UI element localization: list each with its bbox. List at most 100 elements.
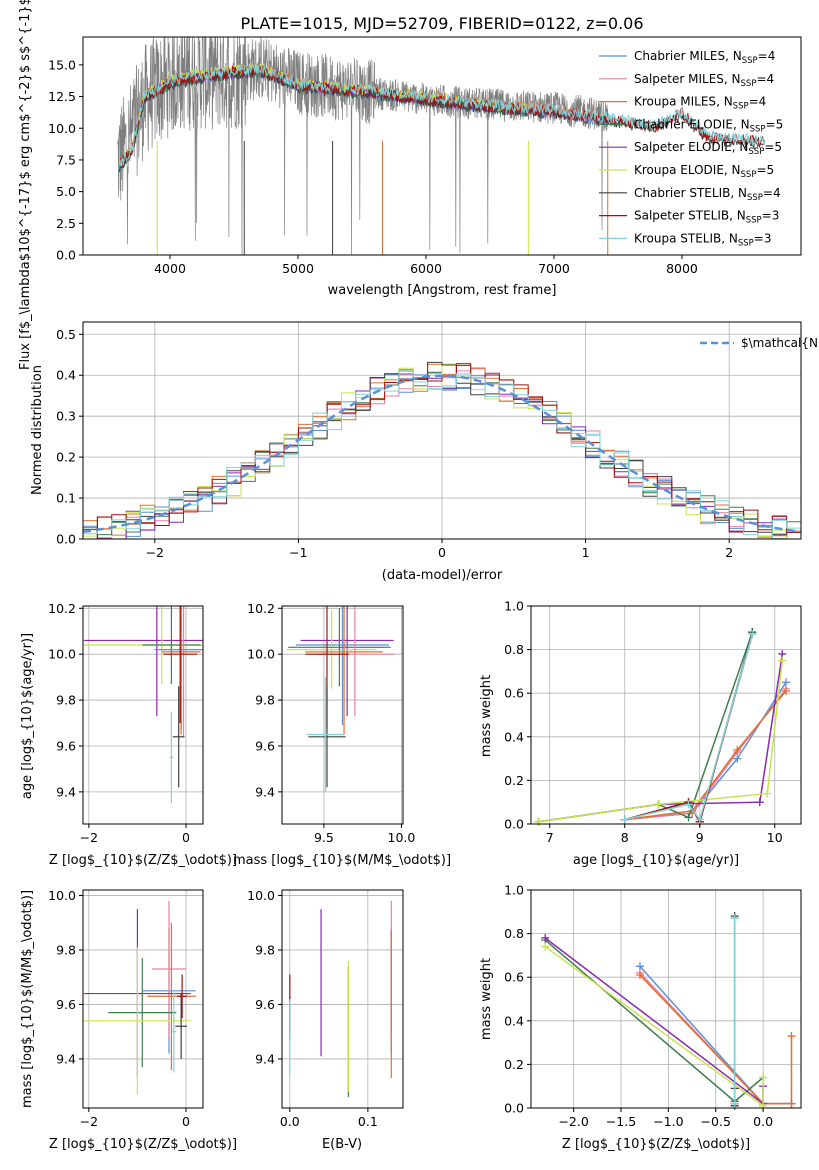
y-tick-label: 0.4 <box>504 729 524 744</box>
x-tick-label: 4000 <box>154 261 186 276</box>
z-mass-xlabel: Z [log$_{10}$(Z/Z$_\odot$)] <box>49 1137 237 1152</box>
mass-age-frame <box>281 605 404 825</box>
y-tick-label: 10.0 <box>247 647 275 662</box>
x-tick-label: 7 <box>546 830 554 845</box>
weight-marker <box>695 815 704 824</box>
errorbar-salpeter-miles <box>151 900 186 1038</box>
weight-marker <box>541 933 550 942</box>
y-tick-label: 1.0 <box>504 599 524 614</box>
weight-marker <box>684 813 693 822</box>
weight-marker <box>763 789 772 798</box>
spectrum-title: PLATE=1015, MJD=52709, FIBERID=0122, z=0… <box>240 14 643 33</box>
weight-line <box>639 974 793 1105</box>
legend-nssp-prefix: , N <box>733 117 750 131</box>
legend-model: Kroupa MILES <box>634 95 716 109</box>
legend-nssp-eq: = <box>763 186 773 200</box>
y-tick-label: 9.8 <box>56 942 76 957</box>
errorbar-kroupa-stelib <box>306 677 345 792</box>
weight-line <box>624 634 754 822</box>
errorbar-chabrier-stelib <box>172 686 185 788</box>
normal-legend-label: $\mathcal{N}(0,1)$ <box>741 336 819 350</box>
weight-line <box>538 660 784 823</box>
y-tick-label: 10.0 <box>48 888 76 903</box>
mass-age-xlabel: mass [log$_{10}$(M/M$_\odot$)] <box>233 853 451 868</box>
legend-model: Kroupa ELODIE <box>634 163 724 177</box>
errorbar-chabrier-stelib <box>308 686 346 788</box>
legend-model: Salpeter ELODIE <box>634 140 732 154</box>
legend-label-kroupa-stelib: Kroupa STELIB, NSSP=3 <box>634 231 772 248</box>
y-tick-label: 0.8 <box>504 926 524 941</box>
legend-nssp-sub: SSP <box>741 79 757 89</box>
y-tick-label: 5.0 <box>56 184 76 199</box>
y-tick-label: 9.8 <box>255 693 275 708</box>
weight-marker <box>748 630 757 639</box>
legend-label-chabrier-elodie: Chabrier ELODIE, NSSP=5 <box>634 117 783 134</box>
legend-nssp-eq: = <box>758 49 768 63</box>
x-tick-label: 0 <box>182 830 190 845</box>
legend-model: Salpeter MILES <box>634 72 724 86</box>
x-tick-label: 10 <box>767 830 783 845</box>
legend-label-salpeter-elodie: Salpeter ELODIE, NSSP=5 <box>634 140 782 157</box>
x-tick-label: 9.5 <box>314 830 334 845</box>
weight-marker <box>782 687 790 696</box>
legend-nssp-value: 3 <box>764 231 772 245</box>
legend-nssp-sub: SSP <box>746 216 762 226</box>
legend-nssp-sub: SSP <box>741 170 757 180</box>
weight-marker <box>541 942 550 951</box>
z-age-frame <box>82 605 204 825</box>
z-age-ylabel: age [log$_{10}$(age/yr)] <box>20 633 35 799</box>
legend-nssp-prefix: , N <box>725 49 742 63</box>
z-weight-frame <box>530 889 802 1109</box>
spectrum-ylabel: Flux [f$_\lambda$10$^{-17}$ erg cm$^{-2}… <box>18 0 33 370</box>
legend-nssp-eq: = <box>749 95 759 109</box>
x-tick-label: 8000 <box>666 261 698 276</box>
y-tick-label: 10.2 <box>247 601 275 616</box>
z-mass-frame <box>82 889 204 1109</box>
x-tick-label: 10.0 <box>388 830 416 845</box>
y-tick-label: 9.6 <box>56 997 76 1012</box>
y-tick-label: 9.8 <box>255 942 275 957</box>
y-tick-label: 2.5 <box>56 216 76 231</box>
z-weight-xlabel: Z [log$_{10}$(Z/Z$_\odot$)] <box>562 1137 750 1152</box>
x-tick-label: 0 <box>182 1114 190 1129</box>
y-tick-label: 0.2 <box>504 1057 524 1072</box>
errorbar-chabrier-elodie <box>108 958 177 1068</box>
age-weight-panel: 7 8 9 10 0.0 0.2 0.4 0.6 0.8 1.0 age [log$_{10}$(… <box>479 599 802 868</box>
y-tick-label: 9.4 <box>56 1051 76 1066</box>
errorbar-chabrier-elodie <box>142 606 201 685</box>
normal-curve <box>83 374 801 534</box>
legend-nssp-prefix: , N <box>732 140 749 154</box>
z-weight-panel: −2.0 −1.5 −1.0 −0.5 0.0 0.0 0.2 0.4 0.6 0.8 1.0 Z … <box>479 883 802 1152</box>
y-tick-label: 9.8 <box>56 693 76 708</box>
weight-marker <box>620 815 629 824</box>
x-tick-label: 6000 <box>410 261 442 276</box>
y-tick-label: 9.4 <box>255 1051 275 1066</box>
spectrum-lines <box>117 37 766 255</box>
legend-nssp-sub: SSP <box>750 124 766 134</box>
legend-nssp-prefix: , N <box>730 186 747 200</box>
x-tick-label: 2 <box>725 545 733 560</box>
x-tick-label: −1.5 <box>606 1114 636 1129</box>
x-tick-label: −2 <box>80 1114 98 1129</box>
histogram-ylabel: Normed distribution <box>30 365 45 495</box>
y-tick-label: 0.4 <box>56 368 76 383</box>
y-tick-label: 0.0 <box>56 532 76 547</box>
legend-label-kroupa-elodie: Kroupa ELODIE, NSSP=5 <box>634 163 774 180</box>
y-tick-label: 9.6 <box>255 997 275 1012</box>
legend-nssp-value: 4 <box>768 49 776 63</box>
errorbar-kroupa-stelib <box>171 990 177 1073</box>
errorbar-kroupa-miles <box>161 606 201 735</box>
weight-marker <box>787 1032 796 1041</box>
legend-nssp-eq: = <box>756 163 766 177</box>
weight-series-kroupa-stelib <box>620 630 757 824</box>
legend-model: Chabrier ELODIE <box>634 117 733 131</box>
y-tick-label: 12.5 <box>48 89 76 104</box>
x-tick-label: 1 <box>582 545 590 560</box>
errorbar-kroupa-miles <box>305 606 383 735</box>
x-tick-label: 0.1 <box>358 1114 378 1129</box>
legend-nssp-value: 4 <box>767 72 775 86</box>
age-weight-frame <box>530 605 802 825</box>
errorbar-kroupa-elodie <box>83 947 191 1095</box>
legend-label-salpeter-stelib: Salpeter STELIB, NSSP=3 <box>634 209 779 226</box>
